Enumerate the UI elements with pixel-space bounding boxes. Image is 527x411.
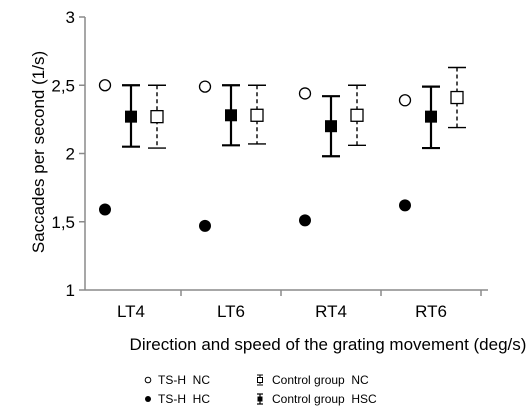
point-ts-h-hc	[399, 199, 411, 212]
y-tick-label: 1,5	[51, 213, 75, 232]
legend-label-ts-h-nc: TS-H NC	[158, 373, 210, 387]
x-tick-label: RT6	[415, 302, 447, 321]
x-tick-label: RT4	[315, 302, 347, 321]
x-axis-title: Direction and speed of the grating movem…	[130, 335, 527, 354]
legend-item-control-nc: Control group NC	[257, 373, 369, 387]
point-ts-h-hc	[199, 219, 211, 232]
y-tick-label: 2	[66, 145, 75, 164]
x-tick-label: LT4	[117, 302, 145, 321]
point-control-nc	[250, 108, 264, 122]
axes	[84, 17, 488, 291]
legend-item-ts-h-hc: TS-H HC	[145, 392, 210, 406]
y-tick-label: 3	[66, 8, 75, 27]
data-marks	[98, 66, 466, 232]
filled-square-legend-icon	[257, 396, 263, 402]
point-ts-h-nc	[298, 87, 312, 100]
y-ticks: 1 1,5 2 2,5 3	[51, 8, 85, 300]
legend-label-control-nc: Control group NC	[272, 373, 369, 387]
y-tick-label: 1	[66, 281, 75, 300]
y-axis-title: Saccades per second (1/s)	[29, 51, 48, 253]
x-ticks: LT4 LT6 RT4 RT6	[117, 290, 482, 321]
point-ts-h-nc	[398, 94, 412, 107]
point-control-nc	[450, 90, 464, 105]
x-tick-label: LT6	[217, 302, 245, 321]
point-ts-h-nc	[198, 80, 212, 93]
y-tick-label: 2,5	[51, 76, 75, 95]
point-control-hsc	[225, 109, 237, 122]
point-ts-h-hc	[99, 203, 111, 216]
point-ts-h-hc	[299, 214, 311, 227]
filled-circle-legend-icon	[145, 396, 151, 402]
legend: TS-H NC TS-H HC Control group NC Control…	[144, 373, 377, 406]
point-control-hsc	[125, 110, 137, 123]
open-square-legend-icon	[257, 377, 263, 383]
point-control-nc	[350, 108, 364, 122]
point-ts-h-nc	[98, 79, 112, 92]
legend-item-ts-h-nc: TS-H NC	[144, 373, 210, 387]
point-control-hsc	[325, 120, 337, 133]
point-control-hsc	[425, 110, 437, 123]
legend-label-ts-h-hc: TS-H HC	[158, 392, 210, 406]
point-control-nc	[150, 109, 164, 124]
legend-item-control-hsc: Control group HSC	[257, 392, 377, 406]
legend-label-control-hsc: Control group HSC	[272, 392, 377, 406]
open-circle-legend-icon	[144, 376, 152, 384]
